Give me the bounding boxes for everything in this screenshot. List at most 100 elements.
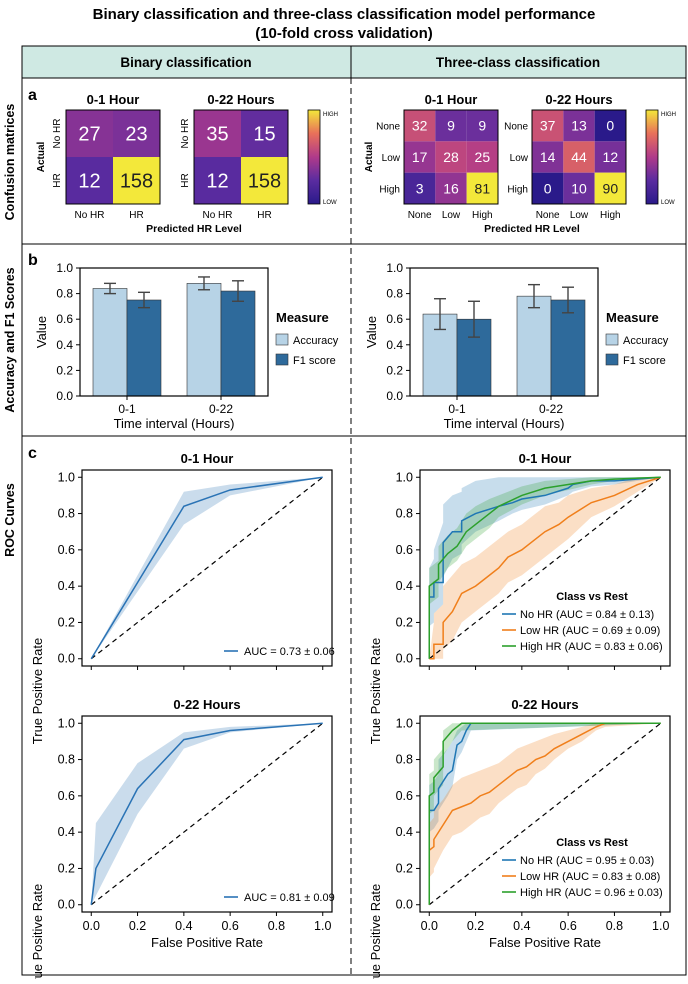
y-tick-label: 0.2 <box>58 615 75 629</box>
legend-label: High HR (AUC = 0.96 ± 0.03) <box>520 887 663 899</box>
confusion-matrix-layer: 0-1 Hour 27 23 12 158 No HR HR No HR HR Actual Pre… <box>36 92 676 235</box>
legend-swatch <box>605 333 619 346</box>
cm-cell <box>435 110 467 142</box>
plot-frame <box>81 469 333 667</box>
y-tick-label: 0.4 <box>58 579 75 593</box>
roc-curve <box>90 476 323 660</box>
cm-cell <box>594 141 626 173</box>
roc-chart-roc_bin01: 0-1 Hour 0.0 0.2 0.4 0.6 0.8 1.0 True Positive … <box>30 451 335 744</box>
y-tick-label: 0.8 <box>396 507 413 521</box>
cm-cell <box>435 172 467 204</box>
roc-title: 0-22 Hours <box>173 697 240 712</box>
x-tick-label: 1.0 <box>314 919 331 933</box>
roc-confidence-band <box>429 477 661 659</box>
cm-cell <box>532 172 564 204</box>
chance-line <box>428 476 662 660</box>
colorbar <box>645 109 659 205</box>
cm-cell <box>563 141 595 173</box>
x-tick-label: 0-1 <box>118 402 136 416</box>
cm-value: 158 <box>248 171 281 193</box>
cm-value: 32 <box>412 118 428 134</box>
roc-title: 0-22 Hours <box>511 697 578 712</box>
cm-xlabel: Predicted HR Level <box>146 223 242 235</box>
cm-ylabel: Actual <box>36 141 47 172</box>
header-binary-label: Binary classification <box>120 55 251 70</box>
panel-letter-b: b <box>28 252 38 269</box>
y-tick-label: 0.0 <box>396 652 413 666</box>
panel-letter-a: a <box>28 87 37 104</box>
x-tick-label: 0.4 <box>513 919 530 933</box>
y-axis-label: True Positive Rate <box>30 884 45 979</box>
legend-label: Accuracy <box>623 335 669 347</box>
y-tick-label: 0.2 <box>386 363 403 377</box>
cm-value: 13 <box>571 118 587 134</box>
cm-row-label: Low <box>382 153 401 164</box>
cm-value: 44 <box>571 149 587 165</box>
roc-curve <box>428 722 661 905</box>
y-tick-label: 0.4 <box>396 825 413 839</box>
cm-value: 37 <box>540 118 556 134</box>
cm-title: 0-1 Hour <box>87 92 140 107</box>
y-tick-label: 0.8 <box>386 287 403 301</box>
y-axis-label: True Positive Rate <box>30 638 45 744</box>
roc-title: 0-1 Hour <box>519 451 572 466</box>
chance-line <box>90 476 324 660</box>
legend-label: AUC = 0.81 ± 0.09 <box>244 892 335 904</box>
roc-chart-roc_tri022: 0-22 Hours 0.0 0.0 0.2 0.2 0.4 0.4 0.6 0.6 0.8 0.8… <box>368 697 671 984</box>
cm-cell <box>466 141 498 173</box>
cm-value: 35 <box>206 124 228 146</box>
cm-row-label: HR <box>180 173 191 187</box>
cm-value: 0 <box>606 118 614 134</box>
cm-value: 14 <box>540 149 556 165</box>
legend-title: Class vs Rest <box>556 591 628 603</box>
chance-line <box>428 722 662 906</box>
x-tick-label: 0.2 <box>467 919 484 933</box>
legend-label: No HR (AUC = 0.84 ± 0.13) <box>520 609 654 621</box>
cm-title: 0-1 Hour <box>425 92 478 107</box>
cm-col-label: High <box>472 210 493 221</box>
y-tick-label: 1.0 <box>58 470 75 484</box>
cm-row-label: High <box>507 184 528 195</box>
figure-title-line2: (10-fold cross validation) <box>255 25 433 42</box>
roc-curve <box>90 722 323 905</box>
cm-frame <box>531 109 627 205</box>
x-tick-label: 0.8 <box>268 919 285 933</box>
cm-col-label: Low <box>570 210 589 221</box>
confusion-matrix-bin022: 0-22 Hours 35 15 12 158 No HR HR No HR HR HIGH LOW <box>180 92 338 221</box>
roc-title: 0-1 Hour <box>181 451 234 466</box>
cm-row-label: No HR <box>180 118 191 148</box>
legend-title: Measure <box>606 310 659 325</box>
roc-chart-layer: 0-1 Hour 0.0 0.2 0.4 0.6 0.8 1.0 True Positive … <box>30 451 671 984</box>
cm-row-label: None <box>376 122 400 133</box>
cm-row-label: None <box>504 122 528 133</box>
x-tick-label: 0.0 <box>421 919 438 933</box>
cm-cell <box>241 157 288 204</box>
y-tick-label: 0.8 <box>56 287 73 301</box>
cm-value: 0 <box>544 180 552 196</box>
bar-accuracy <box>516 295 552 397</box>
cm-value: 12 <box>78 171 100 193</box>
cm-cell <box>563 172 595 204</box>
plot-frame <box>79 267 269 397</box>
cm-cell <box>532 110 564 142</box>
y-tick-label: 0.0 <box>386 389 403 403</box>
cm-cell <box>563 110 595 142</box>
colorbar-low-label: LOW <box>323 200 337 206</box>
cm-cell <box>113 110 160 157</box>
cm-cell <box>404 110 436 142</box>
y-tick-label: 1.0 <box>56 261 73 275</box>
y-tick-label: 0.0 <box>396 898 413 912</box>
cm-value: 12 <box>206 171 228 193</box>
cm-value: 9 <box>478 118 486 134</box>
y-tick-label: 0.0 <box>58 652 75 666</box>
legend-label: F1 score <box>293 355 336 367</box>
cm-value: 10 <box>571 180 587 196</box>
y-axis-label: True Positive Rate <box>368 638 383 744</box>
roc-confidence-band <box>429 723 661 905</box>
y-tick-label: 0.8 <box>396 753 413 767</box>
y-tick-label: 0.4 <box>386 338 403 352</box>
cm-value: 90 <box>603 180 619 196</box>
header-binary-bg <box>21 45 352 79</box>
